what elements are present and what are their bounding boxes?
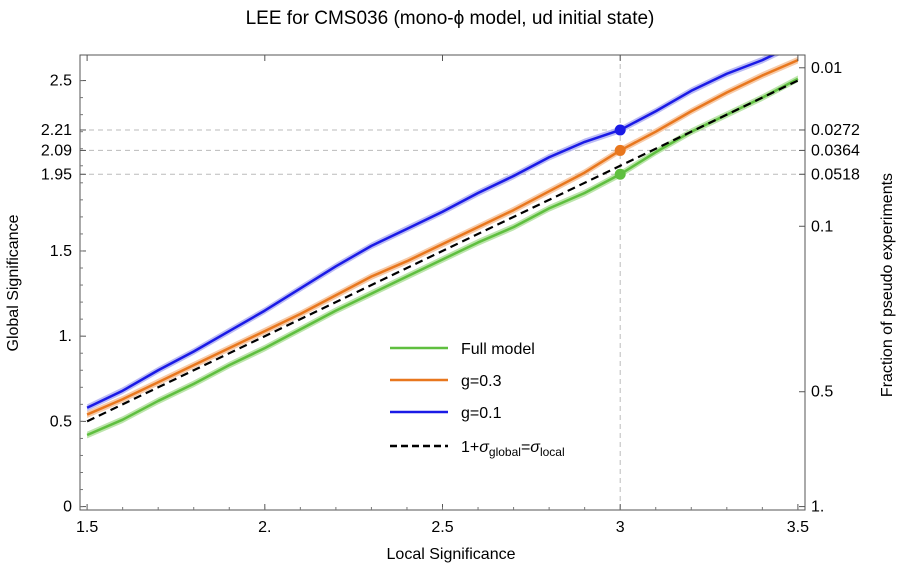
y-tick-label-0: 0 [63,499,72,516]
y-tick-label-1-5: 1.5 [50,243,72,260]
x-axis-title: Local Significance [387,546,516,563]
band-g-0-3 [87,56,798,418]
legend: Full model g=0.3 g=0.1 1+σglobal=σlocal [390,341,565,459]
y-tick-label-1-95: 1.95 [41,166,72,183]
right-tick-label-0-0364: 0.0364 [811,142,860,159]
marker-g-0-3 [614,144,626,156]
right-axis-ticks: 0.01 0.0272 0.0364 0.0518 0.1 0.5 1. [799,60,860,516]
line-1-global-local [86,79,799,423]
line-g-0-3 [86,58,799,416]
x-tick-label-2: 2. [258,519,271,536]
right-axis-title: Fraction of pseudo experiments [879,173,896,397]
right-tick-label-0-0518: 0.0518 [811,166,860,183]
y-tick-label-2-09: 2.09 [41,142,72,159]
point-markers [614,124,626,180]
right-tick-label-0-0272: 0.0272 [811,122,860,139]
plot-frame [79,54,806,511]
legend-label-diagonal: 1+σglobal=σlocal [461,439,565,459]
y-axis-title: Global Significance [5,214,22,351]
x-tick-label-2-5: 2.5 [431,519,453,536]
x-axis-ticks: 1.5 2. 2.5 3 3.5 [76,55,809,536]
legend-label-full-model: Full model [461,341,535,358]
x-tick-label-3-5: 3.5 [787,519,809,536]
y-tick-label-2-5: 2.5 [50,73,72,90]
right-tick-label-0-1: 0.1 [811,218,833,235]
reference-lines [80,55,805,510]
y-axis-ticks: 0 0.5 1. 1.5 1.95 2.09 2.21 2.5 [41,73,86,516]
legend-label-g01: g=0.1 [461,405,502,422]
line-g-0-1 [86,55,776,409]
marker-full-model [614,168,626,180]
y-tick-label-1: 1. [59,328,72,345]
y-tick-label-0-5: 0.5 [50,413,72,430]
right-tick-label-1: 1. [811,499,824,516]
band-g-0-1 [87,55,781,412]
y-tick-label-2-21: 2.21 [41,122,72,139]
x-tick-label-3: 3 [616,519,625,536]
chart-title: LEE for CMS036 (mono-ϕ model, ud initial… [246,8,655,29]
x-tick-label-1-5: 1.5 [76,519,98,536]
right-tick-label-0-5: 0.5 [811,384,833,401]
right-tick-label-0-01: 0.01 [811,60,842,77]
series-lines [86,55,799,437]
marker-g-0-1 [614,124,626,136]
legend-label-g03: g=0.3 [461,373,502,390]
